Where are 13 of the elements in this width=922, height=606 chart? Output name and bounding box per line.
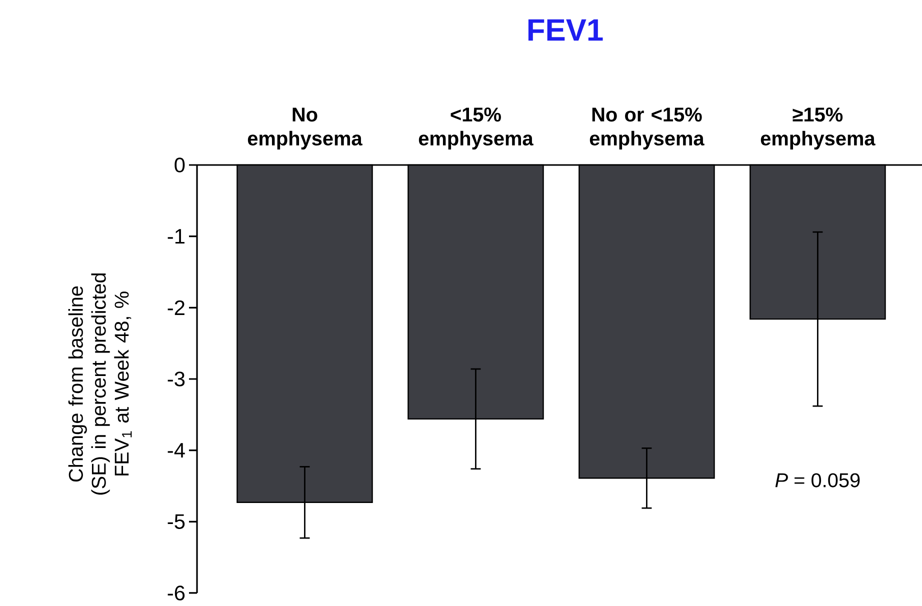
y-tick-label: -1 (168, 229, 184, 244)
y-tick-label: -2 (168, 300, 184, 315)
y-tick-label: 0 (174, 158, 185, 172)
x-tick-label: No or <15% emphysema (590, 108, 704, 150)
y-tick-label: -6 (168, 586, 185, 600)
chart-title: FEV1 (528, 19, 603, 41)
y-tick-label: -4 (168, 443, 185, 458)
y-tick-label: -5 (168, 514, 185, 529)
x-tick-label: ≥15% emphysema (760, 108, 876, 150)
x-tick-label: No emphysema (248, 108, 362, 150)
x-tick-label: <15% emphysema (418, 108, 534, 150)
annotation: P = 0.059 (775, 473, 860, 488)
y-tick-label: -3 (168, 372, 185, 386)
